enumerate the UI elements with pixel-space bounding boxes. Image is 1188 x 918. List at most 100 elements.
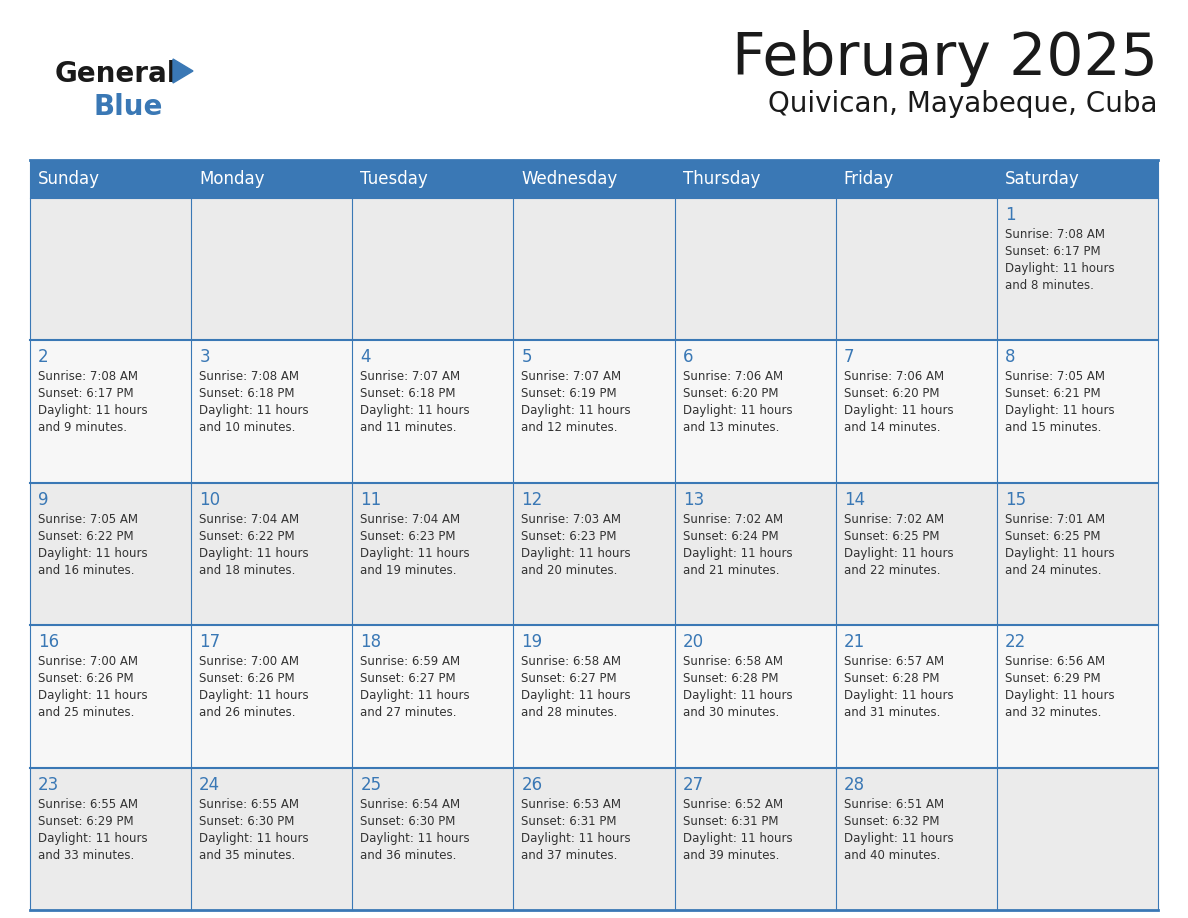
Text: and 40 minutes.: and 40 minutes. xyxy=(843,848,940,862)
Text: 8: 8 xyxy=(1005,349,1016,366)
Text: Daylight: 11 hours: Daylight: 11 hours xyxy=(843,547,954,560)
Text: Sunrise: 6:59 AM: Sunrise: 6:59 AM xyxy=(360,655,461,668)
Text: and 36 minutes.: and 36 minutes. xyxy=(360,848,456,862)
Bar xyxy=(835,341,997,483)
Text: Daylight: 11 hours: Daylight: 11 hours xyxy=(200,689,309,702)
Text: Saturday: Saturday xyxy=(1005,170,1080,188)
Text: and 31 minutes.: and 31 minutes. xyxy=(843,706,940,719)
Bar xyxy=(835,625,997,767)
Text: Sunset: 6:30 PM: Sunset: 6:30 PM xyxy=(360,814,456,828)
Bar xyxy=(191,341,353,483)
Text: Daylight: 11 hours: Daylight: 11 hours xyxy=(360,832,470,845)
Text: and 39 minutes.: and 39 minutes. xyxy=(683,848,779,862)
Text: 10: 10 xyxy=(200,491,220,509)
Bar xyxy=(997,160,1158,198)
Bar xyxy=(513,198,675,341)
Text: 7: 7 xyxy=(843,349,854,366)
Text: and 33 minutes.: and 33 minutes. xyxy=(38,848,134,862)
Text: and 16 minutes.: and 16 minutes. xyxy=(38,564,134,577)
Text: 20: 20 xyxy=(683,633,703,651)
Text: Friday: Friday xyxy=(843,170,895,188)
Text: Sunset: 6:26 PM: Sunset: 6:26 PM xyxy=(200,672,295,685)
Bar xyxy=(30,160,191,198)
Text: Daylight: 11 hours: Daylight: 11 hours xyxy=(843,405,954,418)
Text: 24: 24 xyxy=(200,776,220,793)
Text: 3: 3 xyxy=(200,349,210,366)
Text: Sunrise: 6:53 AM: Sunrise: 6:53 AM xyxy=(522,798,621,811)
Text: 9: 9 xyxy=(38,491,49,509)
Text: Daylight: 11 hours: Daylight: 11 hours xyxy=(843,832,954,845)
Text: Sunrise: 7:07 AM: Sunrise: 7:07 AM xyxy=(522,370,621,384)
Text: Sunday: Sunday xyxy=(38,170,100,188)
Text: and 10 minutes.: and 10 minutes. xyxy=(200,421,296,434)
Text: Sunset: 6:26 PM: Sunset: 6:26 PM xyxy=(38,672,134,685)
Text: and 20 minutes.: and 20 minutes. xyxy=(522,564,618,577)
Bar xyxy=(997,198,1158,341)
Bar xyxy=(191,160,353,198)
Bar xyxy=(30,767,191,910)
Text: and 32 minutes.: and 32 minutes. xyxy=(1005,706,1101,719)
Text: Sunrise: 7:05 AM: Sunrise: 7:05 AM xyxy=(1005,370,1105,384)
Text: Sunset: 6:27 PM: Sunset: 6:27 PM xyxy=(360,672,456,685)
Bar xyxy=(513,483,675,625)
Text: 17: 17 xyxy=(200,633,220,651)
Text: Daylight: 11 hours: Daylight: 11 hours xyxy=(1005,262,1114,275)
Text: Sunrise: 6:52 AM: Sunrise: 6:52 AM xyxy=(683,798,783,811)
Text: Sunset: 6:31 PM: Sunset: 6:31 PM xyxy=(683,814,778,828)
Text: and 8 minutes.: and 8 minutes. xyxy=(1005,279,1094,292)
Text: Sunset: 6:29 PM: Sunset: 6:29 PM xyxy=(1005,672,1100,685)
Text: and 25 minutes.: and 25 minutes. xyxy=(38,706,134,719)
Text: Sunset: 6:22 PM: Sunset: 6:22 PM xyxy=(200,530,295,543)
Text: 19: 19 xyxy=(522,633,543,651)
Bar xyxy=(835,198,997,341)
Text: Daylight: 11 hours: Daylight: 11 hours xyxy=(38,832,147,845)
Text: 16: 16 xyxy=(38,633,59,651)
Text: General: General xyxy=(55,60,177,88)
Bar xyxy=(675,625,835,767)
Text: Sunset: 6:17 PM: Sunset: 6:17 PM xyxy=(1005,245,1100,258)
Bar xyxy=(997,341,1158,483)
Bar xyxy=(835,767,997,910)
Text: 13: 13 xyxy=(683,491,703,509)
Bar xyxy=(30,483,191,625)
Text: and 26 minutes.: and 26 minutes. xyxy=(200,706,296,719)
Text: Wednesday: Wednesday xyxy=(522,170,618,188)
Text: Daylight: 11 hours: Daylight: 11 hours xyxy=(38,547,147,560)
Text: Sunset: 6:28 PM: Sunset: 6:28 PM xyxy=(683,672,778,685)
Bar xyxy=(675,341,835,483)
Text: Sunset: 6:19 PM: Sunset: 6:19 PM xyxy=(522,387,617,400)
Text: 28: 28 xyxy=(843,776,865,793)
Text: 12: 12 xyxy=(522,491,543,509)
Bar xyxy=(353,483,513,625)
Text: and 11 minutes.: and 11 minutes. xyxy=(360,421,457,434)
Text: Sunrise: 7:06 AM: Sunrise: 7:06 AM xyxy=(683,370,783,384)
Text: and 35 minutes.: and 35 minutes. xyxy=(200,848,296,862)
Text: Blue: Blue xyxy=(93,93,163,121)
Bar xyxy=(997,483,1158,625)
Bar xyxy=(835,160,997,198)
Text: Sunrise: 6:58 AM: Sunrise: 6:58 AM xyxy=(522,655,621,668)
Text: 15: 15 xyxy=(1005,491,1026,509)
Text: and 14 minutes.: and 14 minutes. xyxy=(843,421,940,434)
Text: Sunset: 6:25 PM: Sunset: 6:25 PM xyxy=(843,530,940,543)
Text: 22: 22 xyxy=(1005,633,1026,651)
Text: Sunset: 6:28 PM: Sunset: 6:28 PM xyxy=(843,672,940,685)
Text: Sunrise: 7:05 AM: Sunrise: 7:05 AM xyxy=(38,513,138,526)
Bar xyxy=(191,767,353,910)
Bar xyxy=(675,483,835,625)
Text: Sunrise: 7:02 AM: Sunrise: 7:02 AM xyxy=(843,513,944,526)
Text: and 15 minutes.: and 15 minutes. xyxy=(1005,421,1101,434)
Text: Sunset: 6:20 PM: Sunset: 6:20 PM xyxy=(843,387,940,400)
Bar xyxy=(30,198,191,341)
Bar xyxy=(513,160,675,198)
Text: and 13 minutes.: and 13 minutes. xyxy=(683,421,779,434)
Text: Daylight: 11 hours: Daylight: 11 hours xyxy=(522,405,631,418)
Text: Daylight: 11 hours: Daylight: 11 hours xyxy=(1005,689,1114,702)
Bar xyxy=(353,160,513,198)
Text: Daylight: 11 hours: Daylight: 11 hours xyxy=(683,547,792,560)
Bar xyxy=(191,625,353,767)
Bar xyxy=(191,198,353,341)
Text: Tuesday: Tuesday xyxy=(360,170,428,188)
Text: Sunset: 6:32 PM: Sunset: 6:32 PM xyxy=(843,814,940,828)
Text: and 24 minutes.: and 24 minutes. xyxy=(1005,564,1101,577)
